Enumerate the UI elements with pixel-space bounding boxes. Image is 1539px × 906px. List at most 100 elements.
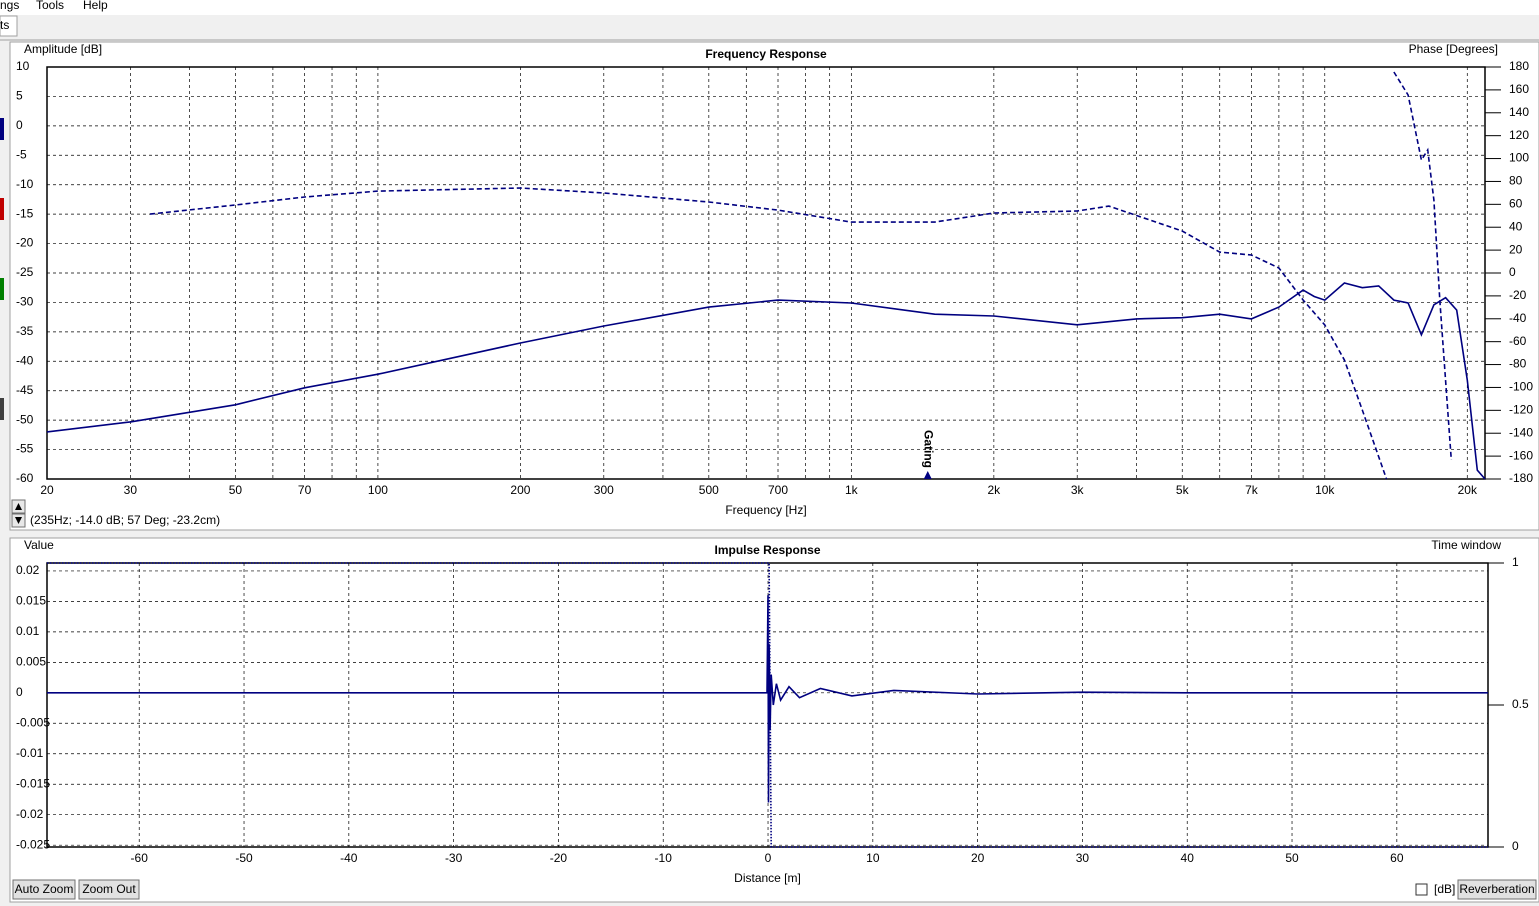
button[interactable] [12,879,76,900]
x-tick-label: 20 [40,483,54,497]
x-tick-label: 3k [1071,483,1085,497]
y-tick-label: -0.01 [16,746,44,760]
x-tick-label: 70 [298,483,312,497]
y-tick-label: -50 [16,412,34,426]
x-axis-label: Frequency [Hz] [725,503,806,517]
y-tick-label: 0.005 [16,655,46,669]
x-tick-label: 2k [988,483,1002,497]
x-tick-label: 30 [124,483,138,497]
x-tick-label: 50 [229,483,243,497]
x-tick-label: -20 [550,851,568,865]
chart-title: Frequency Response [705,47,827,61]
y2-tick-label: -180 [1509,471,1533,485]
x-tick-label: 700 [768,483,788,497]
cursor-status: (235Hz; -14.0 dB; 57 Deg; -23.2cm) [30,513,220,527]
y2-tick-label: -140 [1509,425,1533,439]
x-tick-label: -50 [235,851,253,865]
y2-tick-label: 0 [1512,839,1519,853]
y-tick-label: -0.015 [16,776,50,790]
y-tick-label: 0 [16,685,23,699]
y-tick-label: -5 [16,147,27,161]
y-tick-label: -15 [16,206,34,220]
y2-tick-label: -80 [1509,357,1527,371]
arrow-icon [15,517,22,524]
menu-item[interactable]: ngs [0,0,19,12]
x-tick-label: 100 [368,483,388,497]
menu-item[interactable]: Help [83,0,108,12]
x-tick-label: 20k [1458,483,1478,497]
y2-tick-label: 0.5 [1512,697,1529,711]
y-axis-label: Value [24,538,54,552]
y2-tick-label: -60 [1509,334,1527,348]
x-tick-label: 500 [699,483,719,497]
x-tick-label: 200 [510,483,530,497]
y2-tick-label: 80 [1509,174,1523,188]
y2-tick-label: -40 [1509,311,1527,325]
data-line [46,282,1486,480]
checkbox-label[interactable]: [dB] [1434,882,1455,896]
menu-item[interactable]: Tools [36,0,64,12]
plot-frame [46,66,1486,480]
y-tick-label: -30 [16,295,34,309]
y2-tick-label: 180 [1509,59,1529,73]
y2-tick-label: 140 [1509,105,1529,119]
y2-tick-label: 0 [1509,265,1516,279]
y-tick-label: 5 [16,89,23,103]
gating-marker [923,471,932,479]
button[interactable] [78,879,140,900]
y2-tick-label: -120 [1509,403,1533,417]
x-tick-label: 30 [1076,851,1090,865]
x-tick-label: -60 [131,851,149,865]
button-label[interactable]: Auto Zoom [15,882,74,896]
y2-tick-label: 120 [1509,128,1529,142]
color-swatch[interactable] [0,198,4,220]
data-line [47,562,1488,848]
color-swatch[interactable] [0,118,4,140]
x-tick-label: 300 [594,483,614,497]
button[interactable] [1457,879,1537,900]
y-tick-label: -60 [16,471,34,485]
x-tick-label: 1k [845,483,859,497]
y2-tick-label: 100 [1509,151,1529,165]
y2-tick-label: -160 [1509,448,1533,462]
y-tick-label: 0.02 [16,563,40,577]
y2-tick-label: 160 [1509,82,1529,96]
x-tick-label: 20 [971,851,985,865]
x-axis-label: Distance [m] [734,871,801,885]
y-tick-label: -25 [16,265,34,279]
y2-axis-label: Phase [Degrees] [1409,42,1498,56]
button-label[interactable]: Reverberation [1459,882,1534,896]
menu-bar [0,0,1539,15]
tab[interactable] [0,15,18,37]
x-tick-label: 10k [1315,483,1335,497]
x-tick-label: 60 [1390,851,1404,865]
y-tick-label: -0.02 [16,807,44,821]
y-tick-label: -35 [16,324,34,338]
y2-axis-label: Time window [1431,538,1501,552]
y2-tick-label: 1 [1512,555,1519,569]
y-tick-label: -45 [16,383,34,397]
x-tick-label: 5k [1176,483,1190,497]
tab-label[interactable]: ts [0,18,9,32]
y-tick-label: -40 [16,353,34,367]
x-tick-label: 7k [1245,483,1259,497]
y2-tick-label: -20 [1509,288,1527,302]
panel [9,41,1539,531]
chart-title: Impulse Response [714,543,820,557]
y-tick-label: 0.015 [16,594,46,608]
button-label[interactable]: Zoom Out [82,882,136,896]
y-tick-label: 0 [16,118,23,132]
y2-tick-label: 60 [1509,197,1523,211]
color-swatch[interactable] [0,278,4,300]
x-tick-label: 50 [1285,851,1299,865]
y-tick-label: -0.005 [16,715,50,729]
y-tick-label: -0.025 [16,837,50,851]
color-swatch[interactable] [0,398,4,420]
x-tick-label: 10 [866,851,880,865]
y2-tick-label: 20 [1509,242,1523,256]
checkbox[interactable] [1415,883,1428,896]
x-tick-label: -30 [445,851,463,865]
annotation: Gating [922,430,936,468]
y-tick-label: -20 [16,236,34,250]
